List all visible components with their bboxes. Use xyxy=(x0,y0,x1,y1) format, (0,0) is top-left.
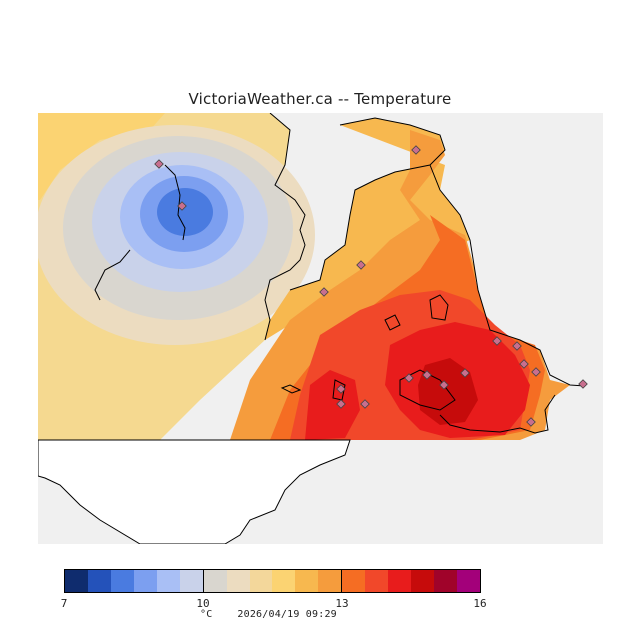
colorbar-tick: 13 xyxy=(335,597,349,610)
east-red-2 xyxy=(305,370,360,440)
colorbar-segment xyxy=(295,570,319,592)
colorbar-segment xyxy=(133,570,157,592)
colorbar-segment xyxy=(249,570,273,592)
station-markers xyxy=(154,145,588,427)
west-north-band xyxy=(38,113,165,200)
colorbar-segment xyxy=(110,570,134,592)
colorbar-segment xyxy=(156,570,180,592)
colorbar-segment xyxy=(411,570,434,592)
colorbar-segment xyxy=(318,570,343,592)
colorbar-segment xyxy=(65,570,88,592)
colorbar-segment xyxy=(179,570,204,592)
colorbar-segment xyxy=(434,570,457,592)
cool-ring-6 xyxy=(157,188,213,236)
footer: °C 2026/04/19 09:29 xyxy=(200,609,450,620)
colorbar-segment xyxy=(272,570,296,592)
southwest-land xyxy=(38,439,351,544)
colorbar-segment xyxy=(342,570,366,592)
colorbar-segment xyxy=(87,570,111,592)
coastlines xyxy=(94,113,586,434)
colorbar-tick: 16 xyxy=(473,597,487,610)
colorbar-segment xyxy=(456,570,480,592)
footer-unit: °C xyxy=(200,609,213,620)
colorbar xyxy=(64,569,481,593)
colorbar-segment xyxy=(365,570,389,592)
footer-timestamp: 2026/04/19 09:29 xyxy=(237,609,337,620)
colorbar-tick: 10 xyxy=(196,597,210,610)
colorbar-segment xyxy=(226,570,250,592)
map-title: VictoriaWeather.ca -- Temperature xyxy=(188,90,452,108)
colorbar-segment xyxy=(388,570,412,592)
colorbar-tick: 7 xyxy=(60,597,68,610)
colorbar-segment xyxy=(203,570,227,592)
temperature-map xyxy=(38,113,603,544)
